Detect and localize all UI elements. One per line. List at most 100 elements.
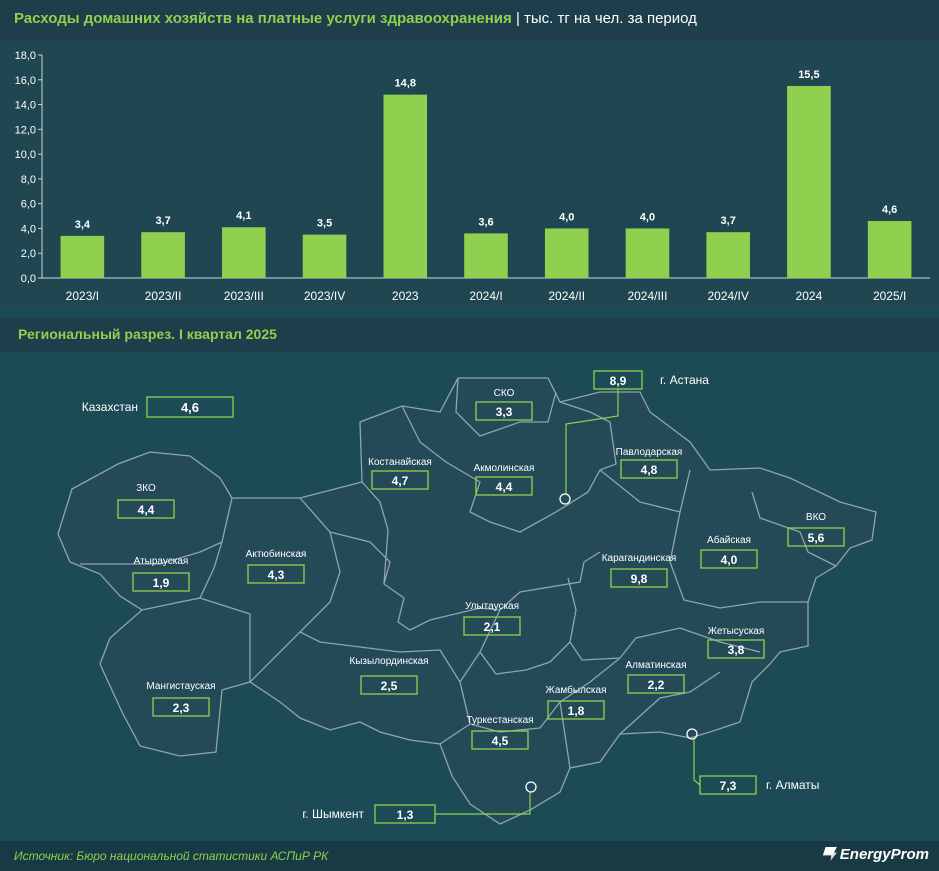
- region-value: 3,8: [728, 643, 745, 657]
- region-value-box: [152, 697, 210, 717]
- y-tick-label: 16,0: [15, 75, 36, 87]
- national-value: 4,6: [181, 400, 199, 415]
- region-map: Казахстан 4,6 СКО 3,3 Костанайская 4,7 Акмолин…: [57, 370, 877, 825]
- y-tick-label: 6,0: [21, 199, 36, 211]
- bar: [544, 228, 589, 278]
- region-value: 1,9: [153, 576, 170, 590]
- region-value: 1,8: [568, 704, 585, 718]
- region-value: 4,4: [496, 480, 513, 494]
- logo-text: EnergyProm: [839, 846, 929, 863]
- region-name: ВКО: [806, 512, 826, 523]
- bar: [383, 94, 428, 278]
- x-tick-label: 2024/I: [469, 289, 502, 303]
- region-value: 2,2: [648, 678, 665, 692]
- astana-label: г. Астана: [660, 373, 709, 387]
- region-name: Карагандинская: [602, 553, 677, 564]
- x-tick-label: 2023/IV: [304, 289, 345, 303]
- bar-value-label: 4,0: [559, 211, 574, 223]
- region-value-box: [471, 730, 529, 750]
- x-tick-label: 2024/II: [548, 289, 585, 303]
- bar: [787, 85, 831, 278]
- region-value-box: [117, 499, 175, 519]
- region-value-box: [475, 476, 533, 496]
- astana-marker: [559, 493, 571, 505]
- bar-value-label: 3,6: [478, 216, 493, 228]
- title-unit: тыс. тг на чел. за период: [524, 10, 697, 27]
- region-name: Костанайская: [368, 457, 432, 468]
- almaty-marker: [686, 728, 698, 740]
- shymkent-marker: [525, 781, 537, 793]
- y-tick-label: 2,0: [21, 248, 36, 260]
- x-tick-label: 2023/III: [224, 289, 264, 303]
- region-value-box: [707, 639, 765, 659]
- x-tick-label: 2023/II: [145, 289, 182, 303]
- bar-value-label: 3,7: [721, 215, 736, 227]
- region-value: 2,1: [484, 620, 501, 634]
- region-value: 4,8: [641, 463, 658, 477]
- region-value: 2,5: [381, 679, 398, 693]
- region-value-box: [463, 616, 521, 636]
- region-value-box: [132, 572, 190, 592]
- regions-layer: [57, 377, 877, 825]
- y-tick-label: 0,0: [21, 273, 36, 285]
- footer-bar: [0, 841, 939, 871]
- bar: [141, 232, 185, 278]
- map-labels-layer: Казахстан 4,6 СКО 3,3 Костанайская 4,7 Акмолин…: [82, 370, 845, 824]
- bar-value-label: 4,0: [640, 211, 655, 223]
- bar: [625, 228, 670, 278]
- region-name: Актюбинская: [246, 548, 307, 560]
- region-value: 3,3: [496, 405, 513, 419]
- region-name: Атырауская: [134, 556, 189, 567]
- bar: [60, 235, 105, 278]
- region-name: Жамбылская: [546, 684, 607, 696]
- bar: [706, 232, 750, 278]
- map-subtitle: Региональный разрез. I квартал 2025: [18, 326, 277, 342]
- region-value: 4,5: [492, 734, 509, 748]
- x-tick-label: 2023: [392, 289, 419, 303]
- region-value: 4,7: [392, 474, 409, 488]
- shymkent-value: 1,3: [397, 808, 414, 822]
- region-value-box: [547, 700, 605, 720]
- shymkent-label: г. Шымкент: [302, 807, 364, 821]
- region-value-box: [247, 564, 305, 584]
- region-value: 4,4: [138, 503, 155, 517]
- region-name: ЗКО: [136, 483, 156, 494]
- subtitle-bar: [0, 318, 939, 352]
- almaty-leader-line: [693, 738, 701, 786]
- region-value-box: [620, 459, 678, 479]
- bar: [464, 233, 508, 278]
- region-value: 4,0: [721, 553, 738, 567]
- region-value-box: [475, 401, 533, 421]
- region-name: Акмолинская: [474, 463, 535, 474]
- y-tick-label: 12,0: [15, 124, 36, 136]
- x-tick-label: 2023/I: [66, 289, 99, 303]
- region-value-box: [360, 675, 418, 695]
- bar-value-label: 4,1: [236, 210, 251, 222]
- region-value-box: [787, 527, 845, 547]
- national-value-box: [146, 396, 234, 418]
- region-value: 9,8: [631, 572, 648, 586]
- region-value: 5,6: [808, 531, 825, 545]
- y-tick-label: 4,0: [21, 223, 36, 235]
- region-value-box: [627, 674, 685, 694]
- region-name: Жетысуская: [708, 626, 765, 637]
- x-tick-label: 2024/III: [627, 289, 667, 303]
- bar-value-label: 4,6: [882, 204, 897, 216]
- x-tick-label: 2025/I: [873, 289, 906, 303]
- national-label: Казахстан: [82, 400, 138, 414]
- region-value-box: [700, 549, 758, 569]
- source-note: Источник: Бюро национальной статистики А…: [14, 849, 329, 863]
- region-name: СКО: [494, 388, 515, 399]
- bar-value-label: 15,5: [798, 69, 819, 81]
- region-name: Павлодарская: [616, 447, 683, 458]
- y-tick-label: 14,0: [15, 100, 36, 112]
- almaty-label: г. Алматы: [766, 778, 819, 792]
- region-value-box: [371, 470, 429, 490]
- chart-title: Расходы домашних хозяйств на платные усл…: [14, 10, 697, 27]
- brand-logo: EnergyProm: [822, 846, 929, 863]
- astana-value: 8,9: [610, 374, 627, 388]
- y-tick-label: 10,0: [15, 149, 36, 161]
- title-bar: [0, 0, 939, 40]
- region-name: Абайская: [707, 534, 751, 546]
